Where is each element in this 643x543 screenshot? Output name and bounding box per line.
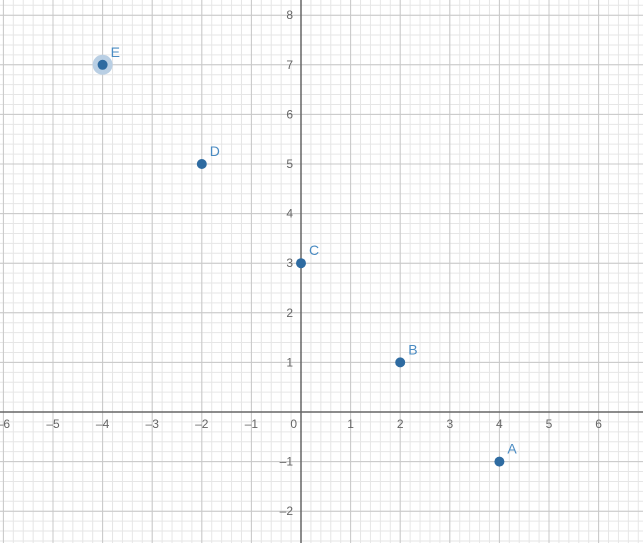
y-tick-label: 6 [286,107,293,121]
major-grid [0,0,643,543]
y-tick-label: 5 [286,157,293,171]
data-point[interactable]: C [296,242,319,268]
x-tick-label: 0 [290,417,297,431]
point-label: A [507,441,517,457]
point-marker [296,258,306,268]
x-tick-label: –2 [195,417,209,431]
point-marker [197,159,207,169]
y-tick-label: 2 [286,306,293,320]
y-tick-label: 3 [286,256,293,270]
x-tick-label: –4 [96,417,110,431]
point-marker [494,457,504,467]
x-tick-label: 3 [446,417,453,431]
x-tick-label: –3 [146,417,160,431]
x-tick-label: 1 [347,417,354,431]
y-tick-label: 8 [286,8,293,22]
x-tick-label: 2 [397,417,404,431]
x-tick-label: –1 [245,417,259,431]
point-label: E [111,44,120,60]
point-label: D [210,143,220,159]
y-tick-label: 1 [286,355,293,369]
point-marker [395,357,405,367]
y-tick-label: –2 [280,504,294,518]
x-tick-label: 4 [496,417,503,431]
data-point[interactable]: E [93,44,120,75]
chart-canvas: –6 –5 –4 –3 –2 –1 0 1 2 3 4 5 6 –2 –1 1 2 3 4 5 6 7 8 A B C D E [0,0,643,543]
x-tick-label: 6 [595,417,602,431]
x-tick-label: –5 [46,417,60,431]
point-marker [98,60,108,70]
data-point[interactable]: D [197,143,220,169]
scatter-chart: –6 –5 –4 –3 –2 –1 0 1 2 3 4 5 6 –2 –1 1 2 3 4 5 6 7 8 A B C D E [0,0,643,543]
x-tick-label: –6 [0,417,10,431]
x-tick-label: 5 [546,417,553,431]
y-tick-label: 4 [286,207,293,221]
y-tick-label: 7 [286,58,293,72]
y-tick-label: –1 [280,455,294,469]
data-point[interactable]: B [395,341,417,367]
point-label: C [309,242,319,258]
point-label: B [408,341,417,357]
data-point[interactable]: A [494,441,517,467]
